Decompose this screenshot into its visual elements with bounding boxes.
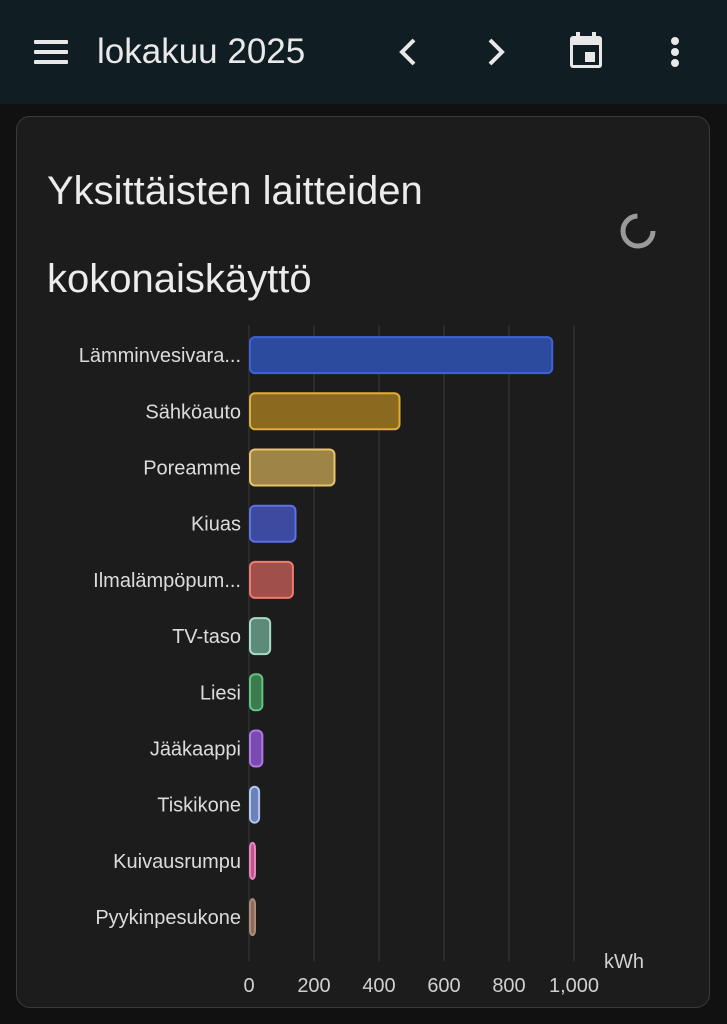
x-tick-label: 200 — [297, 975, 330, 997]
x-tick-label: 600 — [427, 975, 460, 997]
app-header: lokakuu 2025 — [0, 0, 727, 104]
x-tick-label: 400 — [362, 975, 395, 997]
more-options-button[interactable] — [645, 22, 705, 82]
bar — [249, 392, 401, 431]
page-title: lokakuu 2025 — [97, 32, 306, 71]
chevron-right-icon — [488, 38, 505, 66]
x-tick-label: 800 — [492, 975, 525, 997]
menu-button[interactable] — [24, 30, 80, 74]
menu-icon — [34, 40, 68, 44]
bar — [249, 841, 256, 880]
category-label: Pyykinpesukone — [95, 907, 241, 929]
menu-icon-bar — [34, 50, 68, 54]
bar — [249, 560, 294, 599]
x-axis-label: kWh — [604, 951, 644, 973]
card-title: Yksittäisten laitteiden kokonaiskäyttö — [47, 169, 423, 301]
bar — [249, 336, 554, 375]
previous-month-button[interactable] — [378, 22, 438, 82]
category-label: Kiuas — [191, 514, 241, 536]
chevron-left-icon — [399, 38, 416, 66]
bar — [249, 898, 256, 937]
bar — [249, 729, 264, 768]
bar — [249, 673, 264, 712]
calendar-button[interactable] — [556, 22, 616, 82]
bar — [249, 448, 336, 487]
category-label: Lämminvesivara... — [79, 345, 241, 367]
bar — [249, 617, 272, 656]
category-label: Liesi — [200, 682, 241, 704]
category-label: TV-taso — [172, 626, 241, 648]
bar — [249, 504, 297, 543]
bar — [249, 785, 261, 824]
x-tick-label: 0 — [243, 975, 254, 997]
more-vertical-icon — [671, 37, 679, 67]
category-label: Tiskikone — [157, 795, 241, 817]
menu-icon-bar — [34, 60, 68, 64]
category-label: Jääkaappi — [150, 739, 241, 761]
loading-spinner-icon — [620, 213, 656, 249]
category-label: Poreamme — [143, 458, 241, 480]
next-month-button[interactable] — [466, 22, 526, 82]
energy-devices-card: Yksittäisten laitteiden kokonaiskäyttö 0… — [16, 116, 710, 1008]
category-label: Ilmalämpöpum... — [93, 570, 241, 592]
calendar-today-icon — [570, 32, 602, 68]
category-label: Kuivausrumpu — [113, 851, 241, 873]
category-label: Sähköauto — [145, 401, 241, 423]
x-tick-label: 1,000 — [549, 975, 599, 997]
